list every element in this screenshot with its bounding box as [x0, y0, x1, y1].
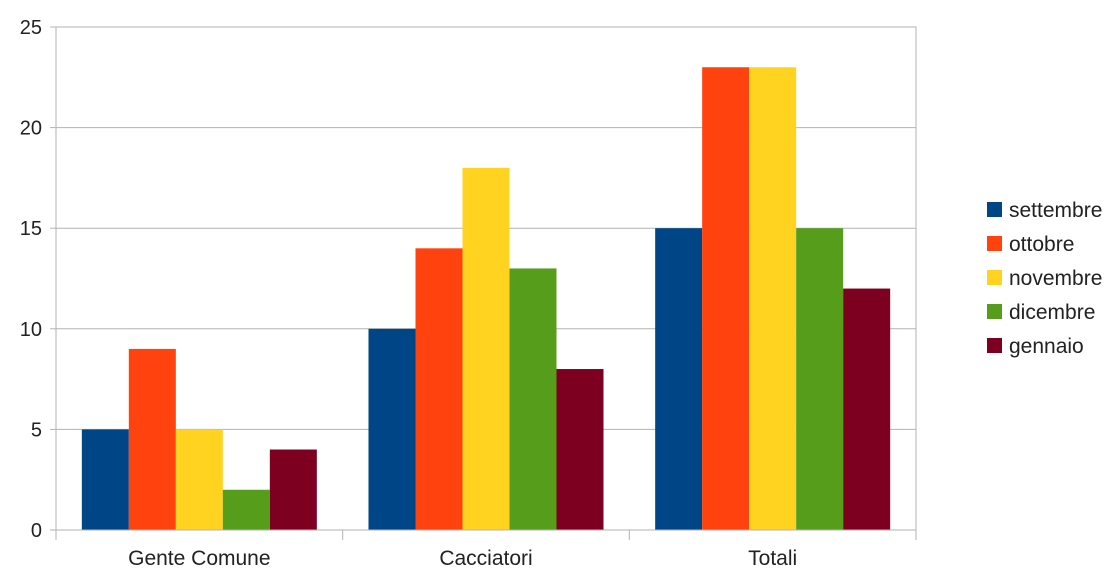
bar-ottobre-0 [128, 348, 176, 530]
legend-label-novembre: novembre [1009, 267, 1102, 290]
bar-settembre-1 [368, 328, 416, 530]
bar-ottobre-2 [702, 67, 750, 531]
legend-swatch-settembre [987, 202, 1002, 217]
legend: settembre ottobre novembre dicembre gennaio [987, 199, 1102, 358]
bar-gennaio-2 [843, 288, 891, 530]
bar-settembre-2 [655, 228, 703, 530]
x-category-label: Totali [748, 547, 797, 570]
bar-gennaio-0 [269, 449, 317, 530]
y-tick-labels: 0 5 10 15 20 25 [20, 17, 42, 542]
bars [81, 67, 891, 531]
y-tick-label: 20 [20, 118, 42, 140]
legend-swatch-novembre [987, 270, 1002, 285]
axes [55, 529, 917, 540]
legend-swatch-ottobre [987, 236, 1002, 251]
y-tick-label: 15 [20, 218, 42, 240]
legend-swatch-gennaio [987, 338, 1002, 353]
x-category-label: Cacciatori [439, 547, 532, 570]
bar-novembre-2 [749, 67, 797, 531]
y-tick-label: 25 [20, 17, 42, 39]
legend-swatch-dicembre [987, 304, 1002, 319]
bar-gennaio-1 [556, 369, 604, 530]
x-category-label: Gente Comune [128, 547, 270, 570]
legend-label-gennaio: gennaio [1009, 335, 1084, 358]
bar-novembre-0 [175, 429, 223, 530]
y-tick-label: 10 [20, 319, 42, 341]
y-tick-label: 0 [31, 520, 42, 542]
y-tick-label: 5 [31, 419, 42, 441]
bar-settembre-0 [81, 429, 129, 530]
bar-novembre-1 [462, 167, 510, 530]
legend-label-settembre: settembre [1009, 199, 1102, 222]
bar-ottobre-1 [415, 248, 463, 530]
x-category-labels: Gente Comune Cacciatori Totali [128, 547, 797, 570]
bar-dicembre-0 [222, 489, 270, 530]
legend-label-dicembre: dicembre [1009, 301, 1095, 324]
bar-dicembre-1 [509, 268, 557, 530]
bar-dicembre-2 [796, 228, 844, 530]
legend-label-ottobre: ottobre [1009, 233, 1074, 256]
